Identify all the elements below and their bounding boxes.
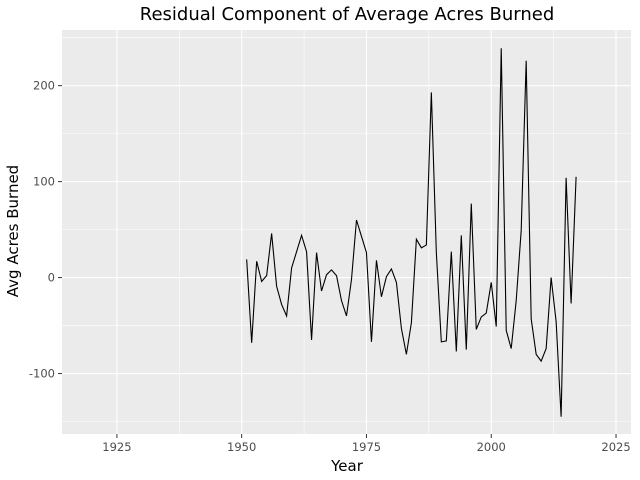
y-tick-label: 0 xyxy=(48,271,55,285)
chart-title: Residual Component of Average Acres Burn… xyxy=(140,4,555,25)
x-tick-label: 1925 xyxy=(102,440,131,454)
major-grid xyxy=(62,30,631,434)
y-tick-label: 200 xyxy=(33,79,55,93)
x-tick-label: 1975 xyxy=(352,440,381,454)
minor-grid xyxy=(62,30,631,434)
x-axis-title: Year xyxy=(330,457,364,475)
x-tick-label: 2025 xyxy=(601,440,630,454)
y-axis-title: Avg Acres Burned xyxy=(4,165,22,297)
x-tick-label: 1950 xyxy=(227,440,256,454)
x-axis-ticks: 1925 1950 1975 2000 2025 xyxy=(102,434,631,454)
y-axis-ticks: -100 0 100 200 xyxy=(29,79,62,381)
y-tick-label: -100 xyxy=(29,367,55,381)
plot-panel xyxy=(62,30,631,434)
residual-series-line xyxy=(246,48,577,417)
x-tick-label: 2000 xyxy=(477,440,506,454)
y-tick-label: 100 xyxy=(33,175,55,189)
